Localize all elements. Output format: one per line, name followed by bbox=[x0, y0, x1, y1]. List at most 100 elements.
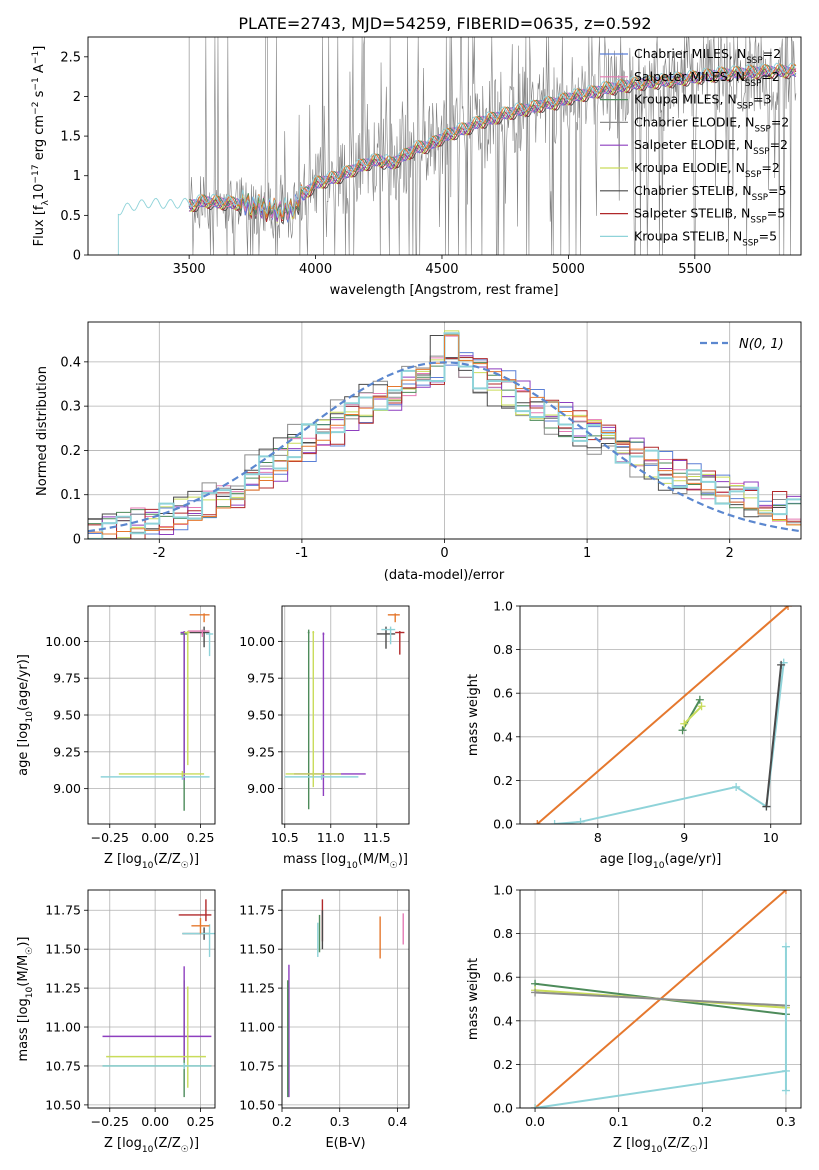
y-tick-label: 0.1 bbox=[60, 488, 81, 503]
mass-weight-marker bbox=[678, 726, 687, 735]
x-axis-label-part: (Z/Z bbox=[153, 852, 180, 867]
x-axis-label: age [log10(age/yr)] bbox=[600, 852, 722, 871]
y-tick-label: 11.75 bbox=[239, 903, 275, 918]
x-tick-label: 0.25 bbox=[187, 1114, 215, 1129]
y-axis-label-part: A bbox=[32, 64, 47, 77]
y-tick-label: 0.2 bbox=[493, 773, 513, 788]
normal-distribution-curve bbox=[88, 361, 801, 533]
y-tick-label: 0.8 bbox=[493, 642, 513, 657]
x-tick-label: 0.00 bbox=[141, 1114, 169, 1129]
x-tick-label: −0.25 bbox=[91, 1114, 129, 1129]
legend-label-part: SSP bbox=[745, 170, 761, 180]
y-tick-label: 0.4 bbox=[493, 1013, 513, 1028]
mass-weight-marker bbox=[680, 719, 689, 728]
axes-frame bbox=[519, 889, 802, 1109]
mass-weight-marker bbox=[777, 660, 786, 669]
legend-label-part: Salpeter STELIB, N bbox=[634, 206, 750, 221]
y-axis-label: mass weight bbox=[466, 958, 481, 1040]
legend-label-part: =5 bbox=[767, 206, 785, 221]
x-axis-label-part: 10 bbox=[142, 861, 154, 871]
legend-label-part: =5 bbox=[768, 183, 786, 198]
axes-frame bbox=[87, 889, 216, 1109]
x-tick-label: 8 bbox=[594, 830, 602, 845]
figure-title: PLATE=2743, MJD=54259, FIBERID=0635, z=0… bbox=[238, 14, 651, 33]
y-tick-label: 10.75 bbox=[239, 1058, 275, 1073]
y-axis-label: Normed distribution bbox=[35, 366, 50, 496]
y-tick-label: 2 bbox=[73, 90, 81, 105]
legend-label: Salpeter STELIB, NSSP=5 bbox=[634, 206, 785, 226]
y-tick-label: 2.5 bbox=[60, 50, 81, 65]
plot-area bbox=[88, 330, 801, 539]
legend-label-part: SSP bbox=[742, 238, 758, 248]
x-tick-label: 10 bbox=[763, 830, 779, 845]
y-axis-label-part: )] bbox=[16, 937, 31, 947]
plot-area bbox=[117, 37, 797, 255]
x-axis-label-part: )] bbox=[189, 1136, 199, 1151]
legend-label-part: SSP bbox=[754, 124, 770, 134]
x-axis-label-part: E(B-V) bbox=[325, 1136, 365, 1151]
mass-weight-marker bbox=[762, 802, 771, 811]
panel-age_vs_mass: 10.5 11.0 11.5 9.00 9.25 9.50 9.75 10.00 mass [l… bbox=[239, 605, 410, 871]
x-tick-label: 9 bbox=[680, 830, 688, 845]
x-tick-label: 0.00 bbox=[141, 830, 169, 845]
model-spectrum-salpeter_miles bbox=[188, 65, 797, 220]
y-tick-label: 0.3 bbox=[60, 400, 81, 415]
legend-label: Chabrier STELIB, NSSP=5 bbox=[634, 183, 786, 203]
plot-area bbox=[102, 899, 215, 1098]
legend-label-part: SSP bbox=[746, 56, 762, 66]
mass-weight-marker bbox=[576, 817, 585, 824]
y-axis-label-part: erg cm bbox=[32, 115, 47, 164]
x-tick-label: 1 bbox=[583, 546, 591, 561]
mass-weight-marker bbox=[550, 820, 559, 824]
mass-weight-marker bbox=[697, 702, 706, 711]
y-tick-label: 1 bbox=[73, 169, 81, 184]
legend-label-part: SSP bbox=[745, 79, 761, 89]
plot-area bbox=[100, 613, 214, 811]
legend-label-part: =2 bbox=[761, 69, 779, 84]
x-tick-label: 0.1 bbox=[609, 1114, 629, 1129]
legend-label-part: SSP bbox=[753, 147, 769, 157]
model-spectrum-salpeter_elodie bbox=[188, 66, 797, 222]
x-axis-label-part: 10 bbox=[142, 1145, 154, 1155]
axes-frame bbox=[87, 321, 802, 540]
y-axis-label-part: f bbox=[32, 205, 47, 210]
axes-frame bbox=[281, 889, 410, 1109]
legend-label: Kroupa STELIB, NSSP=5 bbox=[634, 228, 777, 248]
y-axis-label-part: mass [log bbox=[16, 998, 31, 1061]
y-tick-label: 10.00 bbox=[45, 634, 81, 649]
y-tick-label: 1.5 bbox=[60, 130, 81, 145]
y-tick-label: 0.0 bbox=[493, 817, 513, 832]
x-axis-label-part: Z [log bbox=[104, 1136, 142, 1151]
x-axis-label: wavelength [Angstrom, rest frame] bbox=[330, 283, 559, 298]
y-tick-label: 0.6 bbox=[493, 686, 513, 701]
x-tick-label: 0.3 bbox=[776, 1114, 796, 1129]
legend-label-part: Chabrier ELODIE, N bbox=[634, 114, 754, 129]
y-axis-label-part: 10 bbox=[25, 711, 35, 723]
mass-weight-series-0 bbox=[536, 606, 789, 824]
x-axis-label-part: ☉ bbox=[390, 861, 398, 871]
y-axis-label: age [log10(age/yr)] bbox=[16, 654, 35, 776]
x-tick-label: 2 bbox=[726, 546, 734, 561]
legend-label-part: Chabrier MILES, N bbox=[634, 46, 746, 61]
y-axis-label: mass [log10(M/M☉)] bbox=[16, 937, 35, 1062]
y-tick-label: 10.75 bbox=[45, 1058, 81, 1073]
x-tick-label: 0.2 bbox=[692, 1114, 712, 1129]
y-tick-label: 10.50 bbox=[45, 1097, 81, 1112]
observed-spectrum bbox=[188, 37, 797, 255]
legend-label-part: Chabrier STELIB, N bbox=[634, 183, 752, 198]
y-tick-label: 1.0 bbox=[493, 599, 513, 614]
legend-label-part: SSP bbox=[737, 102, 753, 112]
legend-label-part: SSP bbox=[752, 193, 768, 203]
legend-label: Chabrier ELODIE, NSSP=2 bbox=[634, 114, 789, 134]
x-axis-label-part: (Z/Z bbox=[662, 1136, 689, 1151]
legend-label-part: =2 bbox=[761, 160, 779, 175]
x-tick-label: 10.5 bbox=[271, 830, 299, 845]
legend-label-part: SSP bbox=[750, 216, 766, 226]
y-tick-label: 9.25 bbox=[53, 744, 81, 759]
y-axis-label-part: s bbox=[32, 90, 47, 101]
axes-frame bbox=[87, 36, 802, 256]
mass-weight-series-2 bbox=[765, 664, 783, 807]
mass-weight-marker bbox=[781, 890, 790, 894]
model-spectrum-chabrier_miles bbox=[188, 65, 797, 223]
mass-weight-marker bbox=[695, 695, 704, 704]
